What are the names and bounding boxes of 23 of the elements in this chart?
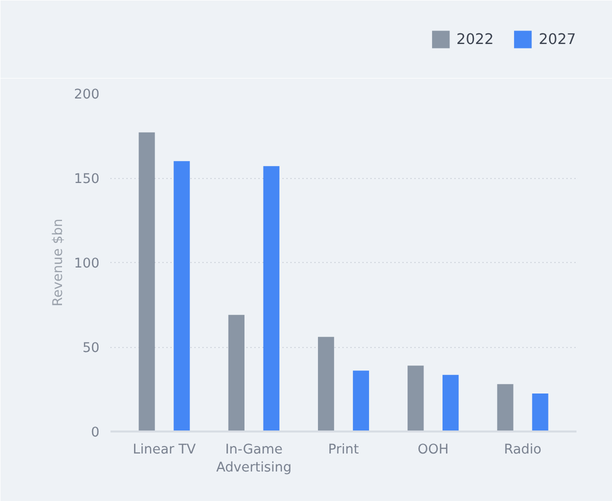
legend-label: 2027 xyxy=(538,30,576,48)
x-tick-label: Print xyxy=(328,442,359,458)
x-tick-label: Linear TV xyxy=(132,442,196,458)
y-axis-title: Revenue $bn xyxy=(51,218,66,306)
y-tick-label: 200 xyxy=(74,88,100,102)
y-tick-label: 0 xyxy=(91,426,100,440)
bar xyxy=(228,314,244,432)
y-tick-label: 150 xyxy=(74,172,100,187)
bar xyxy=(263,166,280,432)
bar xyxy=(174,161,190,432)
bar xyxy=(497,384,514,432)
bar xyxy=(408,366,424,432)
x-tick-label: In-Game Advertising xyxy=(216,442,292,476)
bar xyxy=(532,393,548,432)
x-tick-label: Radio xyxy=(504,442,542,458)
bar xyxy=(442,374,459,432)
bar xyxy=(352,370,370,432)
x-tick-label: OOH xyxy=(418,442,449,458)
y-tick-label: 100 xyxy=(74,256,100,272)
legend-label: 2022 xyxy=(456,30,494,48)
bar xyxy=(138,132,155,432)
bar xyxy=(318,336,334,432)
y-tick-label: 50 xyxy=(82,341,100,356)
